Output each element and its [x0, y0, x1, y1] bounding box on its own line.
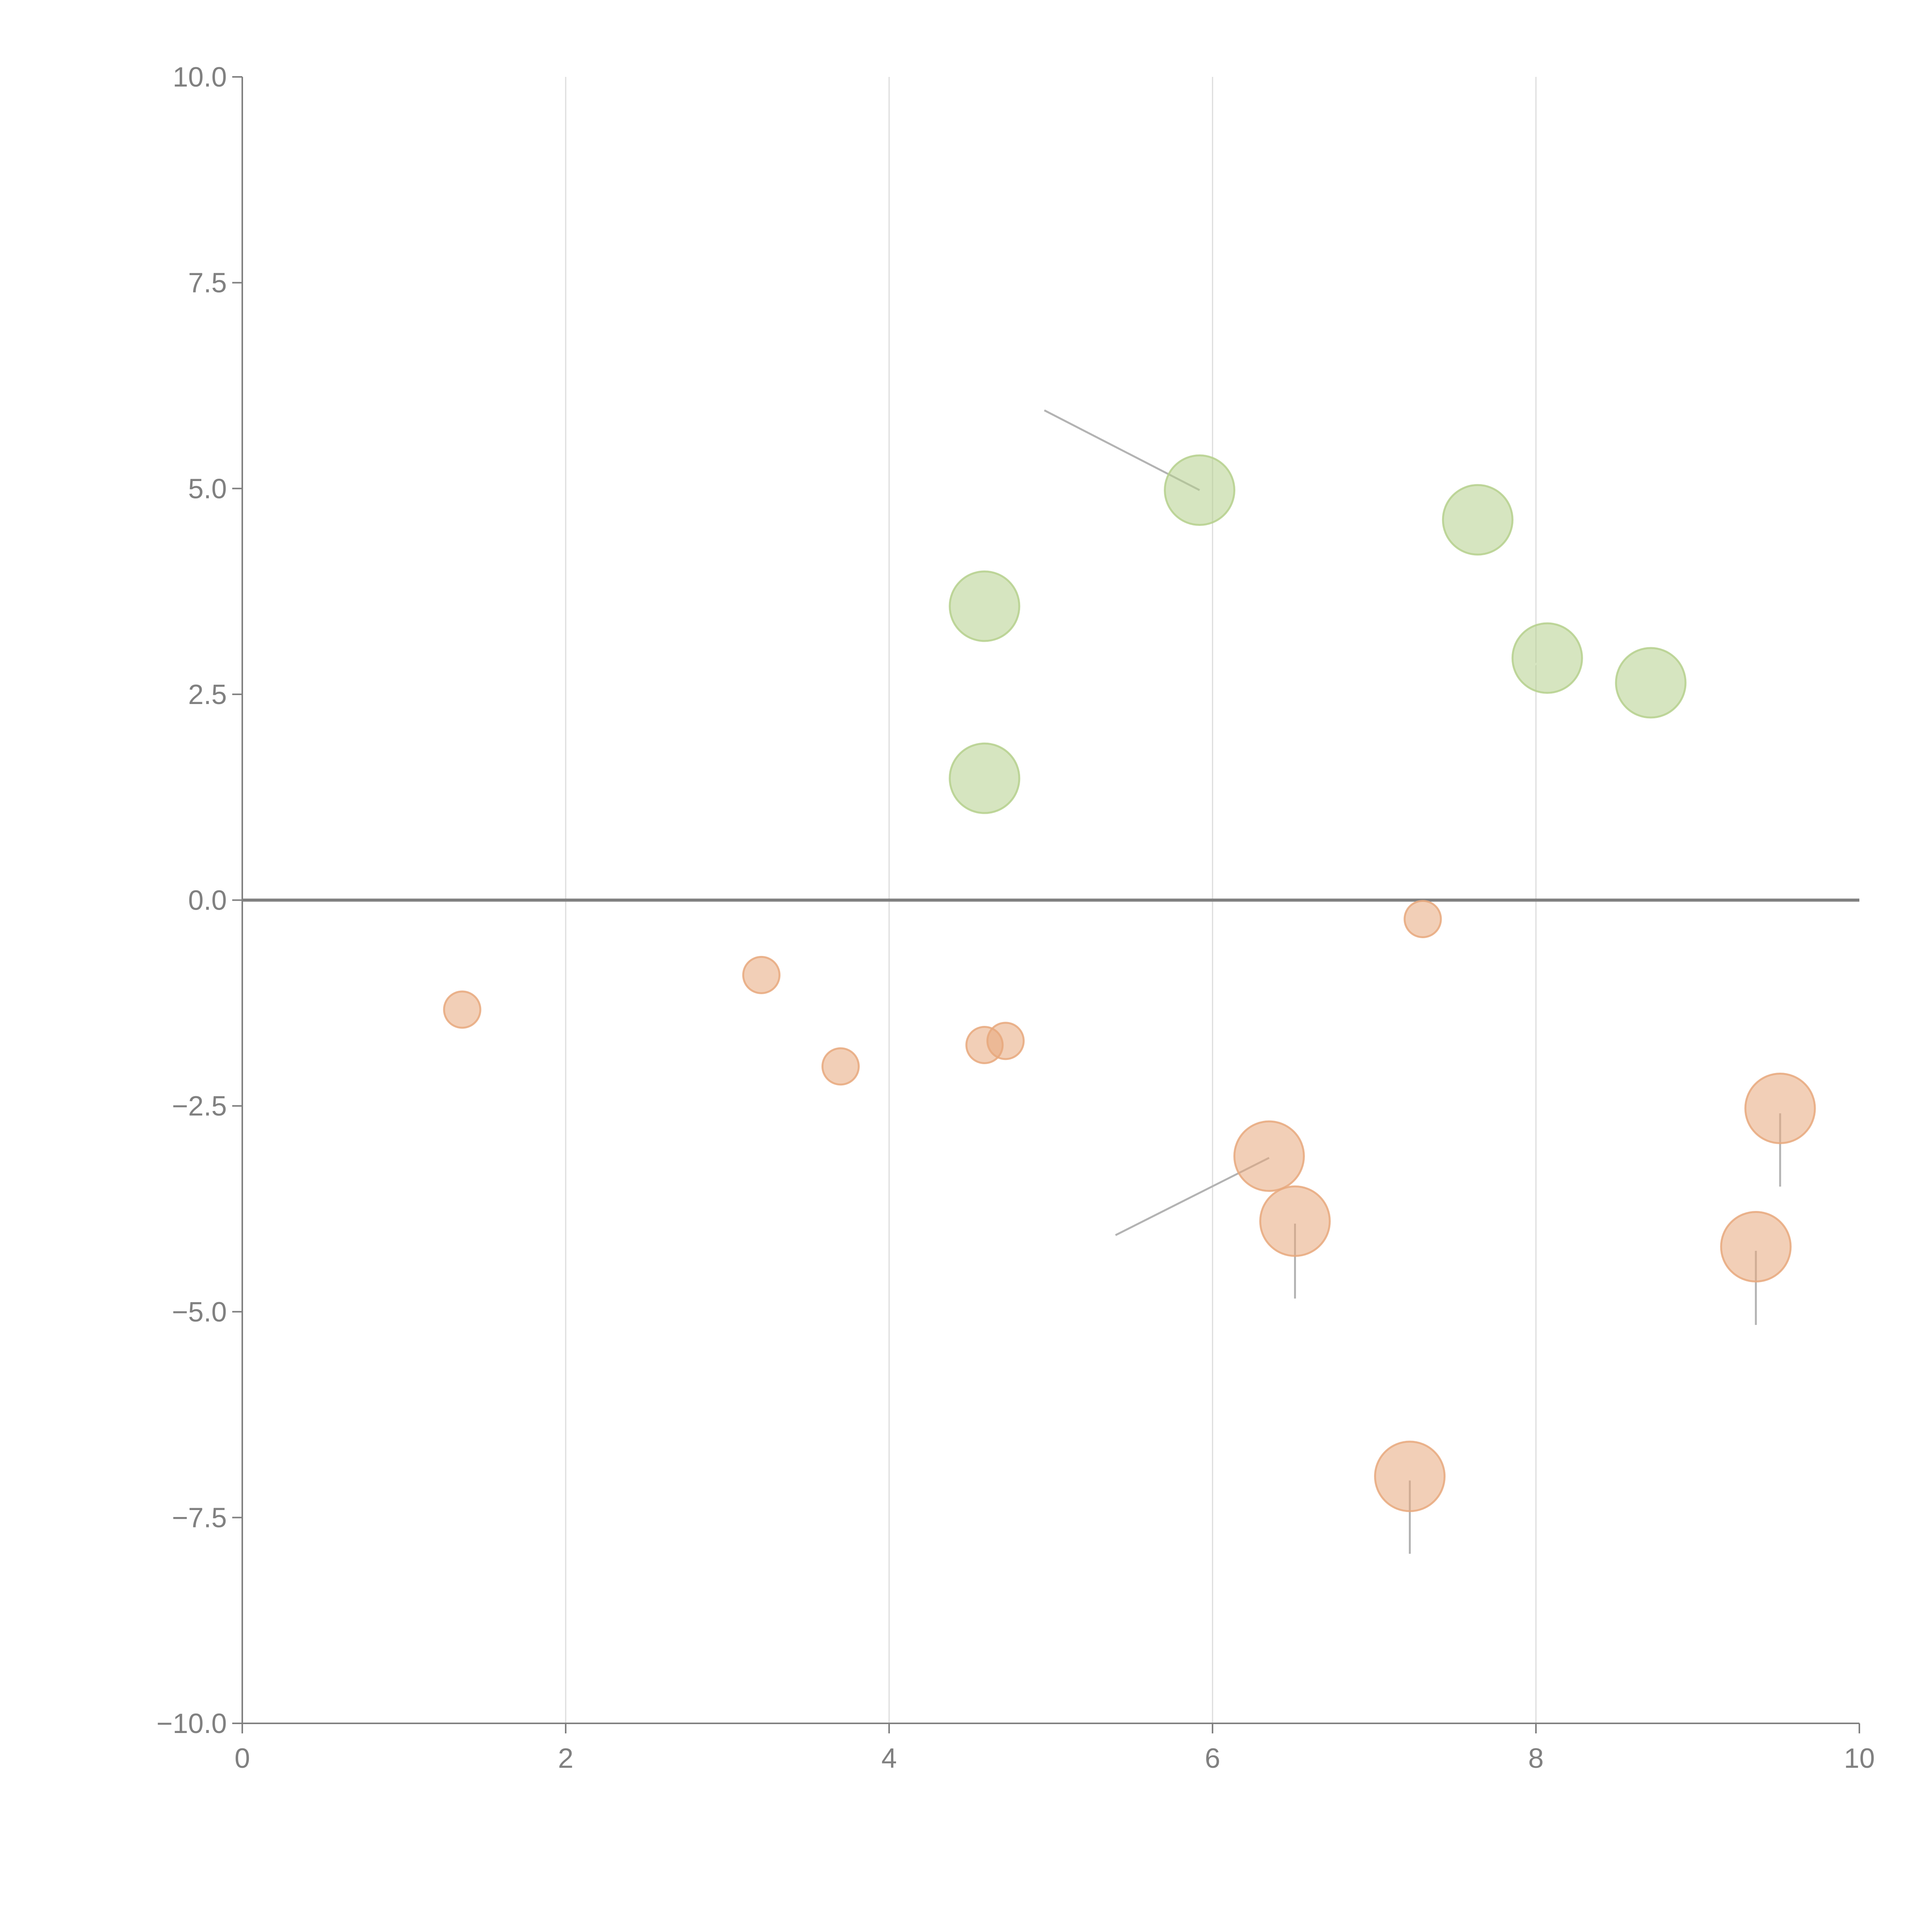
x-tick-label: 8 [1528, 1743, 1544, 1774]
positive-point-1 [1442, 484, 1514, 556]
x-tick-label: 10 [1844, 1743, 1875, 1774]
positive-point-4 [1615, 647, 1687, 719]
negative-point-8 [1259, 1185, 1331, 1257]
negative-point-5 [986, 1022, 1025, 1060]
positive-point-3 [1511, 622, 1583, 694]
negative-point-1 [443, 990, 481, 1029]
negative-point-2 [742, 956, 781, 994]
y-tick-label: −10.0 [156, 1708, 227, 1739]
x-tick-label: 6 [1205, 1743, 1220, 1774]
positive-point-5 [949, 742, 1020, 814]
axes [232, 76, 1860, 1733]
y-tick-label: −7.5 [172, 1502, 227, 1533]
data-points [443, 454, 1816, 1512]
y-tick-label: 2.5 [188, 679, 227, 710]
negative-point-9 [1720, 1211, 1792, 1282]
negative-point-6 [1744, 1073, 1816, 1145]
negative-point-10 [1374, 1440, 1446, 1512]
positive-point-2 [949, 570, 1020, 642]
negative-point-0 [1403, 900, 1442, 939]
negative-point-3 [821, 1047, 860, 1086]
tick-labels: 10.0 7.5 5.0 2.5 0.0 −2.5 −5.0 −7.5 −10.0 0 2 4 6 8 10 [156, 62, 1875, 1774]
y-tick-label: 5.0 [188, 473, 227, 504]
y-tick-label: −2.5 [172, 1091, 227, 1122]
x-tick-label: 0 [235, 1743, 250, 1774]
leader-lines [992, 409, 1781, 1554]
x-tick-label: 2 [558, 1743, 573, 1774]
positive-point-0 [1164, 454, 1236, 526]
y-tick-label: 0.0 [188, 885, 227, 916]
y-tick-label: 10.0 [173, 62, 227, 93]
negative-point-7 [1233, 1120, 1305, 1192]
y-tick-label: −5.0 [172, 1297, 227, 1328]
x-tick-label: 4 [881, 1743, 897, 1774]
y-tick-label: 7.5 [188, 268, 227, 299]
